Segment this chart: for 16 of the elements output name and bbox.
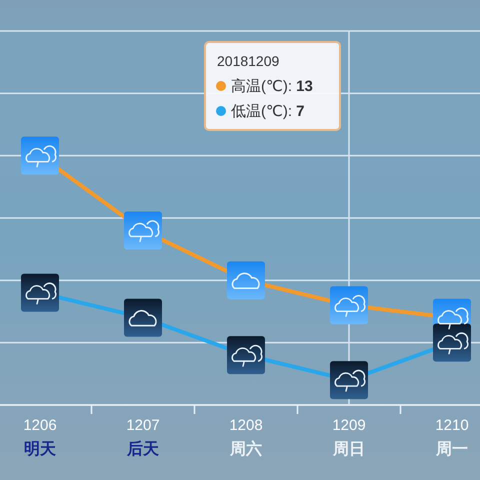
point xyxy=(124,298,162,337)
text: 低温(℃): 7 xyxy=(231,103,305,120)
point xyxy=(21,136,59,175)
text: 20181209 xyxy=(217,53,280,69)
x-tick-label: 1209 周日 xyxy=(332,417,366,458)
x-tick-label: 1207 后天 xyxy=(126,417,160,458)
point xyxy=(21,274,59,312)
x-tick-label: 1208 周六 xyxy=(229,417,263,458)
x-tick-label: 1206 明天 xyxy=(23,417,57,458)
point xyxy=(227,336,265,374)
point xyxy=(124,211,162,250)
point xyxy=(227,261,265,300)
text: 高温(℃): 13 xyxy=(231,78,313,95)
point xyxy=(330,286,368,324)
x-tick-label: 1210 周一 xyxy=(435,417,469,458)
point xyxy=(330,361,368,400)
